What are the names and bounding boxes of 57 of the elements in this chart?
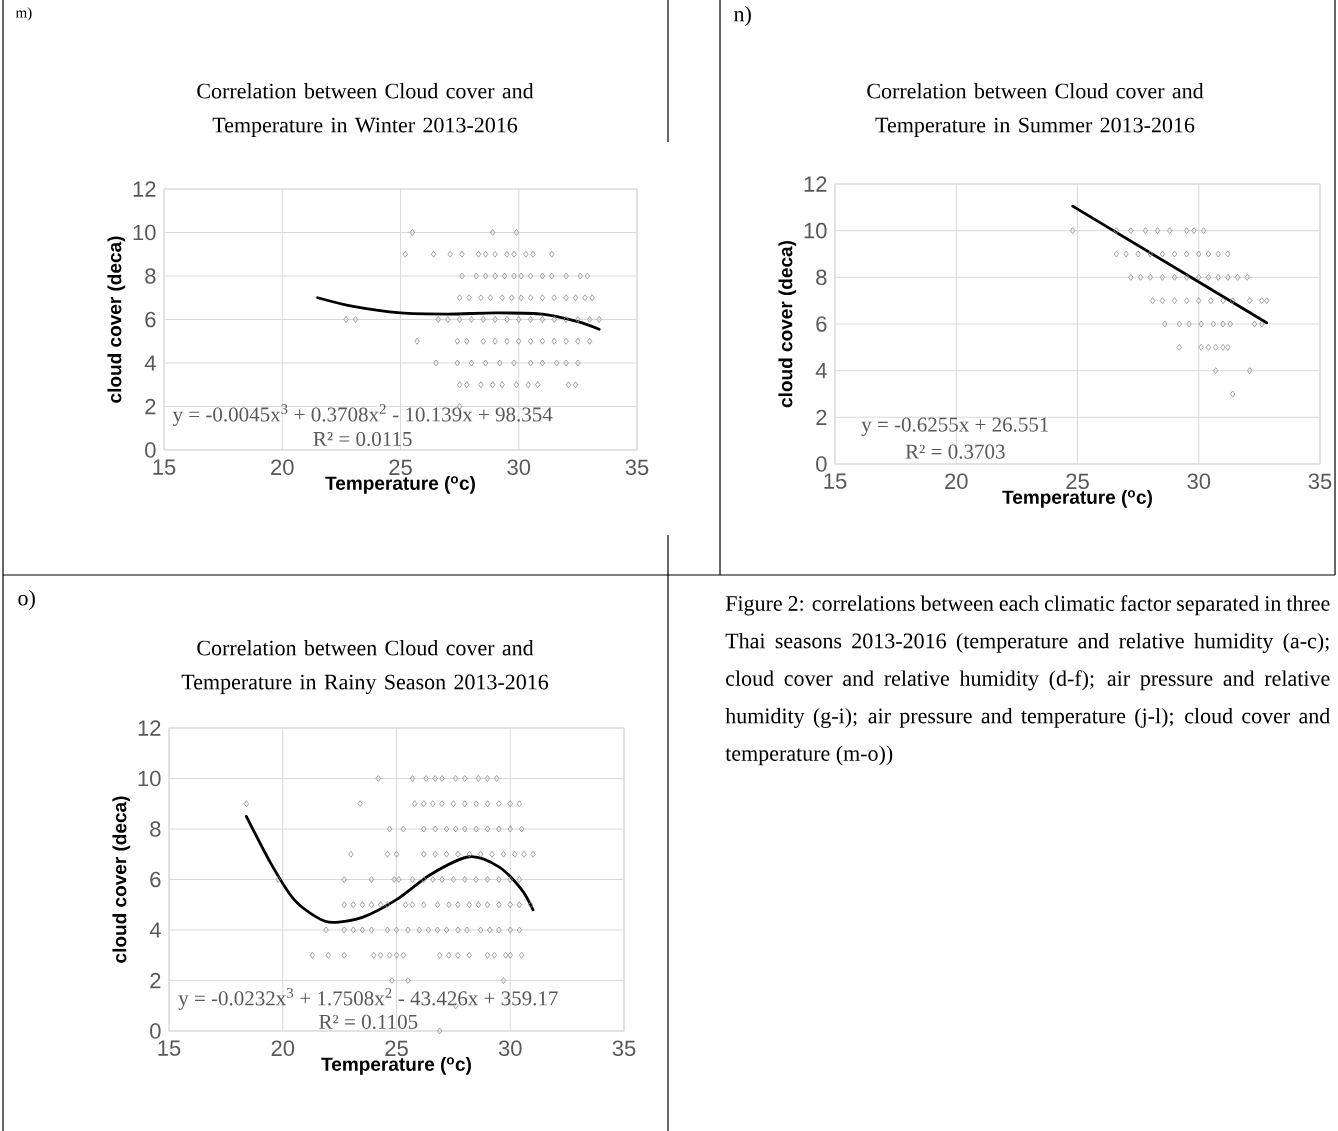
annotation: y = -0.0045x$^{3}$ + 0.3708x$^{2}$ - 10.139x + 98.354 (172, 404, 553, 426)
x-tick-label: 30 (498, 1040, 522, 1057)
y-tick-label: 2 (816, 409, 827, 425)
x-tick-label: 20 (945, 473, 968, 490)
x-tick-label: 30 (507, 459, 531, 476)
text: n) (734, 6, 751, 26)
x-tick-label: 15 (153, 459, 176, 475)
y-tick-label: 0 (816, 456, 827, 472)
y-tick-label: 6 (150, 871, 161, 888)
y-tick-label: 4 (815, 363, 827, 379)
x-tick-label: 20 (271, 1040, 295, 1057)
annotation: R² = 0.3703 (905, 444, 1005, 459)
y-tick-label: 0 (145, 442, 156, 458)
y-tick-label: 2 (150, 972, 161, 989)
x-tick-label: 25 (385, 1040, 408, 1057)
x-tick-label: 35 (1308, 473, 1332, 490)
chart-title: Correlation between Cloud cover and Temperature in Rainy Season 2013-2016 (181, 639, 549, 694)
x-tick-label: 25 (389, 459, 412, 476)
annotation: R² = 0.1105 (319, 1014, 418, 1030)
y-axis-title: cloud cover (deca) (107, 236, 126, 403)
x-tick-label: 30 (1187, 473, 1211, 490)
y-axis-title: cloud cover (deca) (778, 241, 797, 408)
caption: Figure 2: correlations between each climatic factor separated in three Thai seasons 2013-2016 (temperature and relative humidity (a-c); cloud cover and relative humidity (d-f); air pressure and relative humidity (g-i); air pressure and temperature (j-l); cloud cover and temperature (m-o)) (725, 595, 1330, 766)
y-tick-label: 10 (138, 770, 161, 787)
annotation: y = -0.0232x$^{3}$ + 1.7508x$^{2}$ - 43.426x + 359.17 (178, 987, 558, 1010)
y-tick-label: 12 (138, 720, 161, 736)
x-axis-title: Temperature ($^{o}$c) (325, 475, 475, 494)
chart-title: Correlation between Cloud cover and Temperature in Summer 2013-2016 (867, 83, 1204, 137)
y-tick-label: 8 (816, 269, 827, 286)
x-tick-label: 25 (1066, 473, 1089, 490)
annotation: y = -0.6255x + 26.551 (861, 417, 1049, 436)
x-axis-title: Temperature ($^{o}$c) (321, 1056, 471, 1075)
x-axis-title: Temperature ($^{o}$c) (1002, 489, 1152, 508)
y-tick-label: 0 (150, 1023, 161, 1039)
y-tick-label: 2 (145, 398, 156, 415)
y-tick-label: 4 (149, 922, 161, 938)
line-series (244, 814, 535, 924)
x-tick-label: 15 (824, 473, 847, 489)
y-tick-label: 4 (144, 355, 156, 371)
y-tick-label: 12 (133, 181, 156, 197)
x-tick-label: 20 (271, 459, 294, 476)
y-tick-label: 10 (804, 222, 827, 239)
x-tick-label: 35 (612, 1040, 636, 1057)
text: o) (18, 590, 35, 610)
x-tick-label: 15 (158, 1040, 181, 1056)
y-axis-title: cloud cover (deca) (112, 796, 131, 963)
y-tick-label: 8 (150, 821, 161, 837)
y-tick-label: 6 (145, 311, 156, 328)
line-series (316, 296, 601, 331)
x-tick-label: 35 (625, 459, 649, 476)
y-tick-label: 10 (133, 224, 156, 241)
y-tick-label: 8 (145, 268, 156, 284)
y-tick-label: 12 (804, 176, 827, 192)
y-tick-label: 6 (816, 316, 827, 332)
annotation: R² = 0.0115 (313, 431, 412, 447)
chart-title: Correlation between Cloud cover and Temperature in Winter 2013-2016 (197, 83, 534, 137)
text: m) (15, 7, 32, 21)
